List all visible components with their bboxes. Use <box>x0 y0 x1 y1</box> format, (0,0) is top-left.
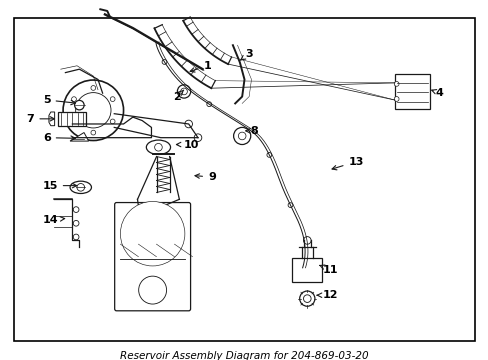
Circle shape <box>139 276 166 304</box>
Circle shape <box>177 85 190 98</box>
Circle shape <box>91 86 96 90</box>
Text: 11: 11 <box>319 265 338 275</box>
Bar <box>292 257 322 282</box>
Circle shape <box>303 237 310 244</box>
Circle shape <box>71 97 76 102</box>
Circle shape <box>194 134 202 141</box>
Text: 7: 7 <box>26 114 54 124</box>
Circle shape <box>73 234 79 240</box>
Circle shape <box>233 127 250 144</box>
Text: 8: 8 <box>245 126 257 136</box>
Circle shape <box>110 97 115 102</box>
Circle shape <box>63 80 123 140</box>
Circle shape <box>206 102 211 107</box>
Polygon shape <box>49 112 55 126</box>
Circle shape <box>110 119 115 124</box>
Bar <box>394 74 429 109</box>
Circle shape <box>299 291 314 306</box>
Text: 4: 4 <box>431 88 443 98</box>
FancyBboxPatch shape <box>115 203 190 311</box>
Circle shape <box>287 203 292 207</box>
Circle shape <box>154 143 162 151</box>
Circle shape <box>181 88 187 95</box>
Circle shape <box>238 132 245 140</box>
Text: 10: 10 <box>176 140 198 149</box>
Text: 6: 6 <box>43 133 75 143</box>
Text: Reservoir Assembly Diagram for 204-869-03-20: Reservoir Assembly Diagram for 204-869-0… <box>120 351 368 360</box>
Circle shape <box>91 130 96 135</box>
Circle shape <box>71 119 76 124</box>
Ellipse shape <box>146 140 170 154</box>
Text: 3: 3 <box>240 49 252 60</box>
Circle shape <box>393 96 398 102</box>
Polygon shape <box>70 132 88 141</box>
Text: 12: 12 <box>316 290 338 300</box>
Text: 15: 15 <box>42 181 77 190</box>
Text: 9: 9 <box>195 172 215 182</box>
Circle shape <box>120 202 184 266</box>
Circle shape <box>73 220 79 226</box>
Ellipse shape <box>70 181 91 193</box>
Text: 5: 5 <box>43 95 75 105</box>
Circle shape <box>75 100 84 110</box>
Text: 2: 2 <box>173 90 183 102</box>
Text: 14: 14 <box>42 215 64 225</box>
Circle shape <box>184 120 192 128</box>
Circle shape <box>77 184 84 191</box>
Circle shape <box>266 153 271 157</box>
Circle shape <box>162 59 166 64</box>
Text: 13: 13 <box>331 157 363 170</box>
Circle shape <box>76 93 111 128</box>
Bar <box>58 112 86 126</box>
Circle shape <box>393 81 398 86</box>
Circle shape <box>303 295 310 302</box>
Circle shape <box>73 207 79 212</box>
Text: 1: 1 <box>190 61 211 72</box>
